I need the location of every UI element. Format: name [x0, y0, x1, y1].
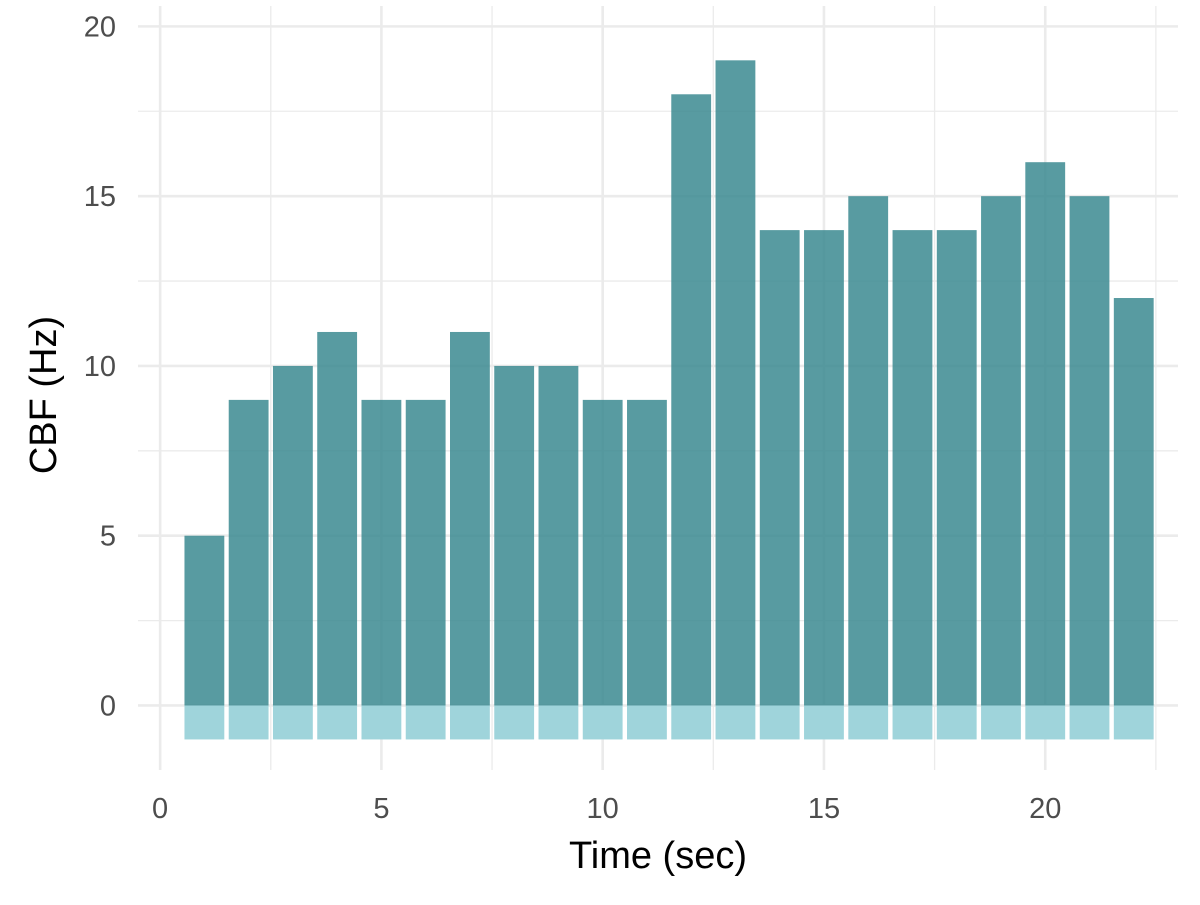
- bar: [582, 399, 623, 706]
- baseline-segment: [671, 705, 712, 740]
- baseline-segment: [627, 705, 667, 740]
- bar: [361, 399, 402, 706]
- baseline-segment: [892, 705, 933, 740]
- bar: [538, 365, 579, 706]
- y-tick-label: 5: [100, 521, 116, 553]
- bar: [804, 230, 844, 706]
- x-tick-label: 0: [152, 793, 168, 825]
- bar: [494, 365, 535, 706]
- x-tick-label: 10: [587, 793, 619, 825]
- bars: [184, 60, 1154, 706]
- x-tick-label: 5: [373, 793, 389, 825]
- bar: [228, 399, 269, 706]
- baseline-segment: [848, 705, 889, 740]
- baseline-segment: [804, 705, 844, 740]
- bar: [450, 331, 490, 706]
- baseline-segment: [936, 705, 977, 740]
- baseline-segment: [494, 705, 535, 740]
- baseline-segment: [538, 705, 579, 740]
- bar: [848, 196, 889, 706]
- baseline-segment: [1069, 705, 1110, 740]
- y-tick-label: 20: [84, 11, 116, 43]
- bar: [759, 230, 800, 706]
- x-tick-label: 15: [808, 793, 840, 825]
- bar: [671, 94, 712, 706]
- bar: [184, 535, 225, 706]
- bar: [715, 60, 756, 706]
- x-tick-label: 20: [1029, 793, 1061, 825]
- baseline-segment: [1025, 705, 1066, 740]
- y-tick-label: 0: [100, 690, 116, 722]
- baseline-segment: [981, 705, 1021, 740]
- baseline-segment: [1113, 705, 1154, 740]
- y-tick-label: 15: [84, 181, 116, 213]
- bar: [936, 230, 977, 706]
- bar: [272, 365, 313, 706]
- bar: [317, 331, 358, 706]
- baseline-segment: [184, 705, 225, 740]
- x-axis-ticks: 0 5 10 15 20: [152, 793, 1061, 825]
- baseline-segment: [450, 705, 490, 740]
- baseline-segment: [272, 705, 313, 740]
- bar: [1025, 162, 1066, 706]
- bar: [627, 399, 667, 706]
- y-tick-label: 10: [84, 351, 116, 383]
- y-axis-title: CBF (Hz): [23, 316, 65, 474]
- bar: [1069, 196, 1110, 706]
- baseline-segment: [759, 705, 800, 740]
- bar: [892, 230, 933, 706]
- baseline-band: [184, 705, 1154, 740]
- baseline-segment: [361, 705, 402, 740]
- baseline-segment: [405, 705, 446, 740]
- bar: [1113, 298, 1154, 706]
- y-axis-ticks: 0 5 10 15 20: [84, 11, 116, 722]
- bar: [981, 196, 1021, 706]
- baseline-segment: [715, 705, 756, 740]
- baseline-segment: [228, 705, 269, 740]
- bar: [405, 399, 446, 706]
- baseline-segment: [582, 705, 623, 740]
- x-axis-title: Time (sec): [569, 835, 747, 877]
- baseline-segment: [317, 705, 358, 740]
